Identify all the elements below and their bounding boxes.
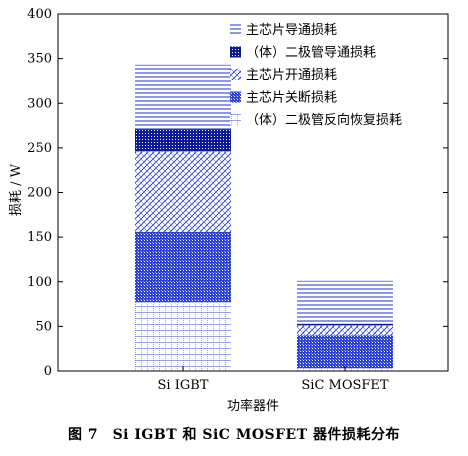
bar-segment-0-4 <box>135 64 231 130</box>
plot-frame <box>57 13 449 372</box>
y-tick-label: 200 <box>27 186 52 201</box>
legend-swatch <box>230 91 241 103</box>
bar-segment-0-3 <box>135 129 231 152</box>
bar-segment-0-0 <box>135 302 231 371</box>
legend-label: 主芯片关断损耗 <box>246 91 337 106</box>
y-axis: 损耗 / W 0 50 100 150 200 250 300 350 400 <box>9 7 448 379</box>
legend-label: 主芯片导通损耗 <box>246 23 337 38</box>
y-tick-label: 0 <box>44 364 52 379</box>
legend-swatch <box>230 24 241 35</box>
bars <box>135 64 393 371</box>
legend-swatch <box>230 114 241 125</box>
y-tick-label: 300 <box>27 96 52 111</box>
legend-label: （体）二极管导通损耗 <box>246 46 376 61</box>
y-tick-label: 150 <box>27 230 52 245</box>
y-tick-label: 50 <box>35 319 52 334</box>
x-tick-label: SiC MOSFET <box>301 378 389 393</box>
y-tick-label: 400 <box>27 7 52 22</box>
legend-swatch <box>230 69 241 80</box>
bar-segment-0-1 <box>135 231 231 303</box>
bar-segment-1-2 <box>297 325 393 336</box>
legend-swatch <box>230 46 241 58</box>
bar-segment-1-1 <box>297 335 393 369</box>
bar-segment-1-4 <box>297 280 393 324</box>
x-tick-group: Si IGBT SiC MOSFET <box>158 366 389 393</box>
figure-caption: 图 7 Si IGBT 和 SiC MOSFET 器件损耗分布 <box>67 427 401 443</box>
legend-label: 主芯片开通损耗 <box>246 68 337 83</box>
y-tick-group: 0 50 100 150 200 250 300 350 400 <box>27 7 448 379</box>
y-axis-label: 损耗 / W <box>9 163 24 216</box>
bar-segment-0-2 <box>135 151 231 232</box>
x-tick-label: Si IGBT <box>158 378 209 393</box>
y-tick-label: 250 <box>27 141 52 156</box>
bar-segment-1-3 <box>297 323 393 326</box>
y-tick-label: 100 <box>27 275 52 290</box>
legend-label: （体）二极管反向恢复损耗 <box>246 112 402 128</box>
x-axis-label: 功率器件 <box>227 398 279 414</box>
y-tick-label: 350 <box>27 52 52 67</box>
